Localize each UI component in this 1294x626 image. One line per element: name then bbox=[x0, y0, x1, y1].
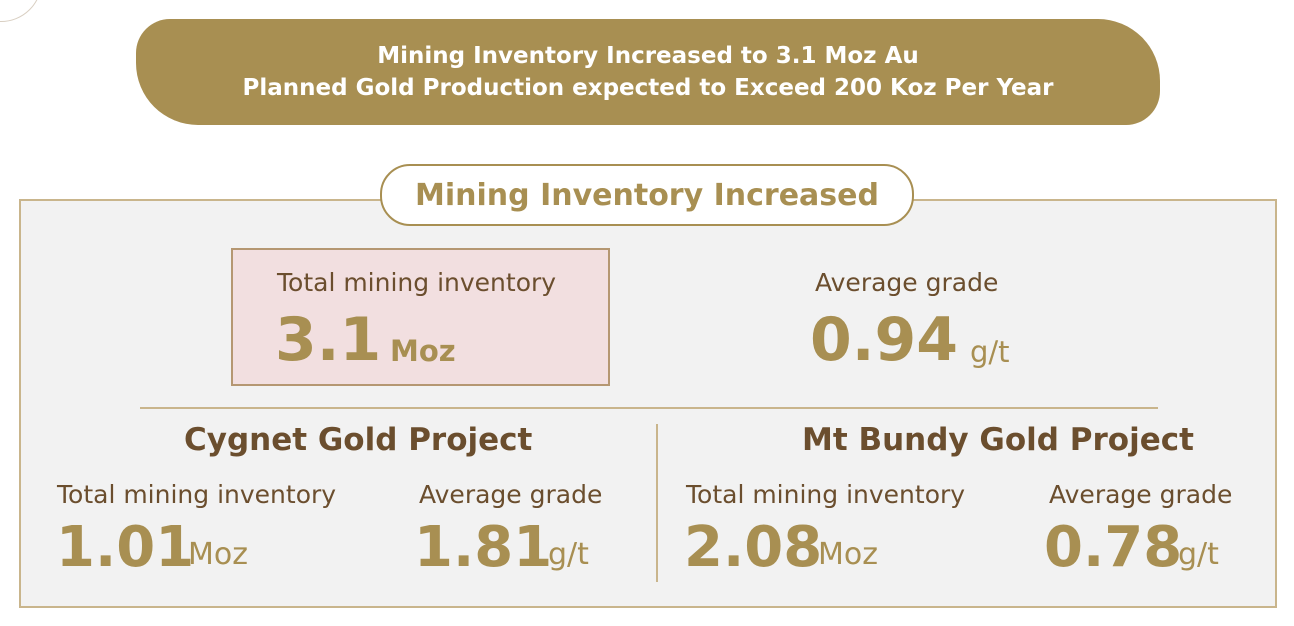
mt-bundy-grade-unit: g/t bbox=[1178, 537, 1219, 572]
cygnet-grade-unit: g/t bbox=[548, 537, 589, 572]
cygnet-total-value: 1.01 bbox=[56, 515, 195, 580]
total-inventory-highlight bbox=[231, 248, 610, 386]
horizontal-divider bbox=[140, 407, 1158, 409]
average-grade-value: 0.94 bbox=[810, 305, 959, 375]
mt-bundy-total-value: 2.08 bbox=[684, 515, 823, 580]
mt-bundy-grade-label: Average grade bbox=[1049, 480, 1233, 509]
vertical-divider bbox=[656, 424, 658, 582]
project-title-mt-bundy: Mt Bundy Gold Project bbox=[802, 422, 1194, 458]
average-grade-unit: g/t bbox=[970, 335, 1010, 369]
inventory-panel bbox=[19, 199, 1277, 608]
section-title: Mining Inventory Increased bbox=[380, 164, 914, 226]
total-inventory-unit: Moz bbox=[390, 334, 456, 368]
cygnet-grade-value: 1.81 bbox=[414, 515, 553, 580]
average-grade-label: Average grade bbox=[815, 268, 999, 297]
cygnet-total-label: Total mining inventory bbox=[57, 480, 337, 509]
decorative-arc bbox=[0, 0, 42, 22]
mt-bundy-total-unit: Moz bbox=[818, 537, 878, 572]
headline-banner: Mining Inventory Increased to 3.1 Moz Au… bbox=[136, 19, 1160, 125]
cygnet-grade-label: Average grade bbox=[419, 480, 603, 509]
total-inventory-label: Total mining inventory bbox=[277, 268, 557, 297]
mt-bundy-total-label: Total mining inventory bbox=[686, 480, 966, 509]
headline-line-2: Planned Gold Production expected to Exce… bbox=[242, 75, 1054, 101]
mt-bundy-grade-value: 0.78 bbox=[1044, 515, 1183, 580]
cygnet-total-unit: Moz bbox=[188, 537, 248, 572]
project-title-cygnet: Cygnet Gold Project bbox=[184, 422, 533, 458]
headline-line-1: Mining Inventory Increased to 3.1 Moz Au bbox=[377, 43, 919, 69]
total-inventory-value: 3.1 bbox=[275, 305, 382, 375]
